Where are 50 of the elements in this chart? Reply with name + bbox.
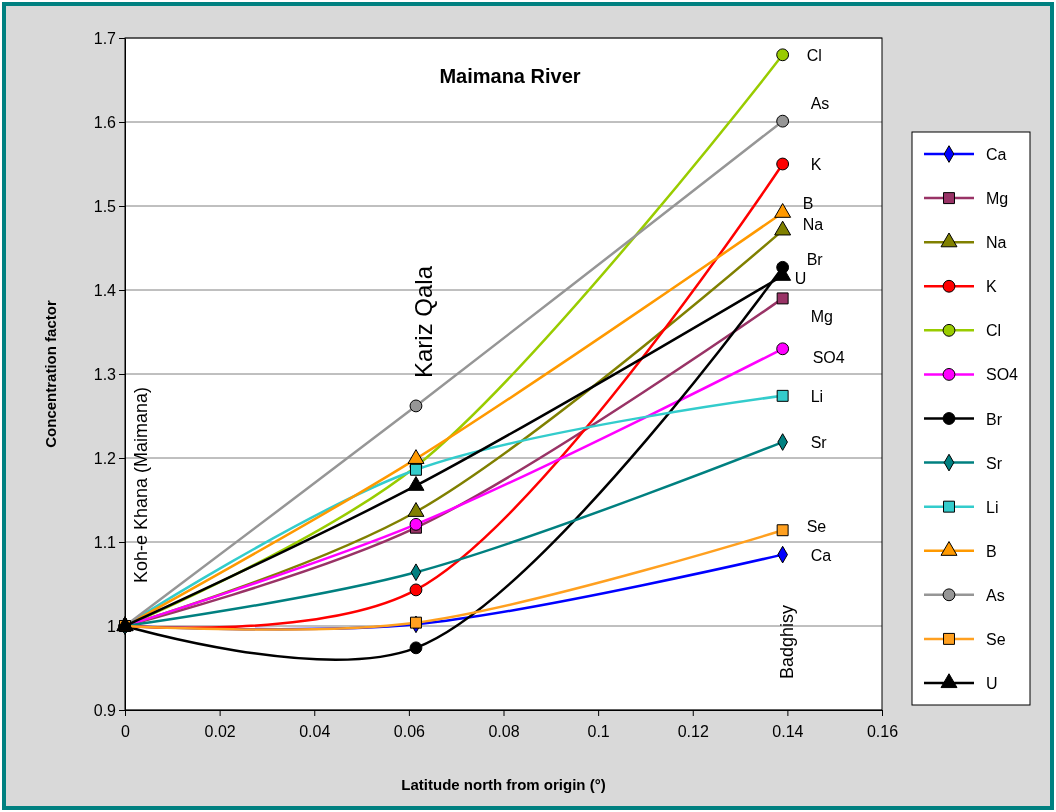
x-tick-label: 0.02 — [204, 722, 236, 740]
text: Ca — [810, 546, 832, 564]
y-tick-label: 0.9 — [93, 701, 117, 719]
legend-label: SO4 — [986, 366, 1019, 384]
x-tick-label: 0.14 — [772, 722, 804, 740]
text: Maimana River — [439, 65, 581, 87]
y-tick-label: 1.6 — [93, 113, 117, 131]
legend-label: U — [986, 674, 998, 692]
legend-label: B — [986, 542, 997, 560]
legend-label: Mg — [986, 190, 1009, 208]
y-tick-label: 1.1 — [93, 533, 117, 551]
text: Br — [806, 251, 823, 269]
text: Li — [810, 387, 824, 405]
x-tick-label: 0.16 — [866, 722, 899, 740]
text: Sr — [810, 434, 827, 452]
x-tick-label: 0.06 — [393, 722, 426, 740]
legend-label: Se — [986, 630, 1006, 648]
legend-label: K — [986, 278, 997, 296]
text: Cl — [806, 46, 822, 64]
legend-label: Li — [986, 498, 999, 516]
text: Na — [802, 216, 824, 234]
y-axis-title: Concentration factor — [42, 300, 59, 448]
x-tick-label: 0.1 — [587, 722, 610, 740]
x-tick-label: 0.08 — [488, 722, 520, 740]
annotation: Kariz Qala — [410, 265, 437, 379]
text: Se — [806, 518, 827, 536]
text: As — [810, 95, 830, 113]
text: B — [802, 194, 814, 212]
y-tick-label: 1.4 — [93, 281, 117, 299]
y-tick-label: 1.3 — [93, 365, 117, 383]
legend-label: Na — [986, 234, 1007, 252]
text: SO4 — [812, 348, 845, 366]
annotation: Badghisy — [777, 604, 797, 680]
y-tick-label: 1 — [107, 617, 117, 635]
annotation: Koh-e Khana (Maimana) — [131, 386, 151, 584]
x-tick-label: 0 — [121, 722, 131, 740]
text: U — [794, 269, 807, 287]
text: Mg — [810, 308, 833, 326]
legend-label: Sr — [986, 454, 1003, 472]
x-axis-title: Latitude north from origin (°) — [401, 776, 606, 793]
x-tick-label: 0.12 — [677, 722, 709, 740]
legend-label: Br — [986, 410, 1003, 428]
y-tick-label: 1.2 — [93, 449, 117, 467]
text: K — [810, 156, 822, 173]
legend-label: As — [986, 586, 1005, 604]
x-tick-label: 0.04 — [299, 722, 331, 740]
legend-label: Cl — [986, 322, 1002, 340]
y-tick-label: 1.5 — [93, 197, 117, 215]
legend-label: Ca — [986, 146, 1007, 164]
y-tick-label: 1.7 — [93, 29, 117, 47]
